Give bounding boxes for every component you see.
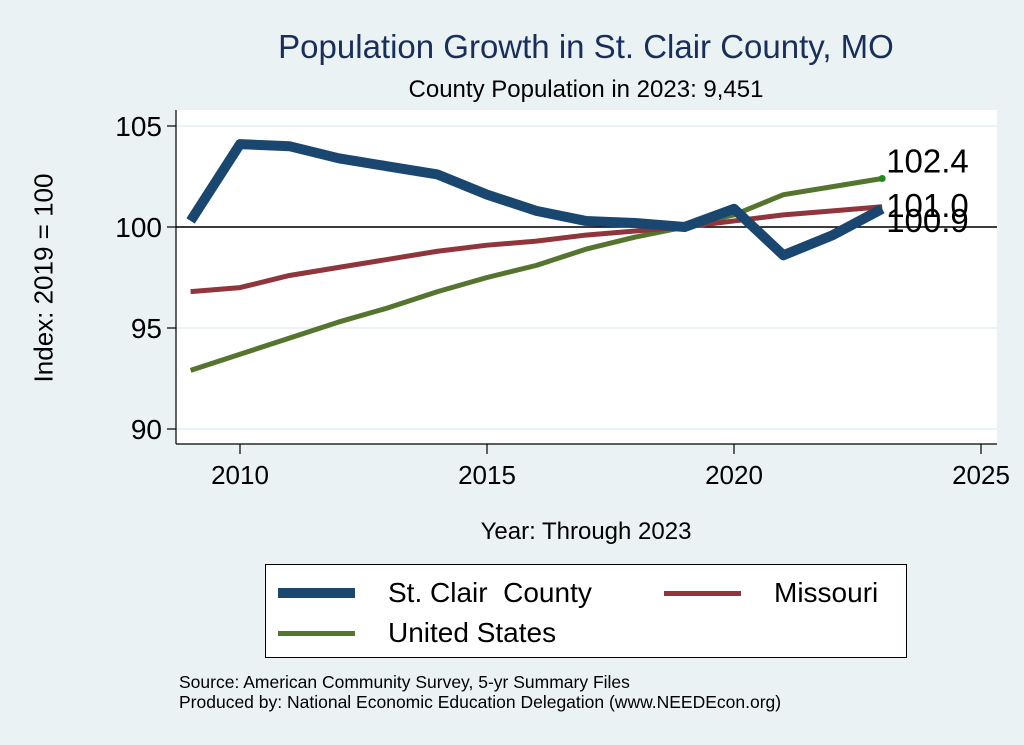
legend-swatch-us	[278, 630, 355, 636]
end-label-missouri: 101.0	[886, 187, 969, 224]
legend-item-us: United States	[278, 617, 556, 649]
chart-subtitle: County Population in 2023: 9,451	[408, 76, 764, 103]
end-label-county: 100.9	[886, 202, 969, 239]
legend-swatch-county	[278, 588, 355, 598]
x-tick-label: 2025	[952, 460, 1010, 490]
y-tick-label: 90	[131, 414, 162, 445]
end-label-us: 102.4	[886, 143, 969, 180]
x-tick-label: 2015	[458, 460, 516, 490]
legend-label-us: United States	[388, 617, 557, 648]
produced-by-note: Produced by: National Economic Education…	[179, 692, 782, 712]
y-axis-label: Index: 2019 = 100	[28, 173, 59, 383]
x-tick-label: 2010	[211, 460, 269, 490]
y-tick-label: 100	[115, 212, 162, 243]
series-missouri-line	[190, 204, 883, 295]
chart-title: Population Growth in St. Clair County, M…	[278, 28, 894, 65]
legend-label-county: St. Clair County	[388, 577, 592, 608]
source-note: Source: American Community Survey, 5-yr …	[179, 672, 630, 692]
legend: St. Clair County Missouri United States	[265, 564, 907, 658]
footer-notes: Source: American Community Survey, 5-yr …	[179, 672, 781, 712]
series-us-line	[189, 176, 883, 373]
y-tick-label: 105	[115, 111, 162, 142]
x-tick-label: 2020	[705, 460, 763, 490]
legend-item-missouri: Missouri	[664, 577, 878, 609]
legend-label-missouri: Missouri	[774, 577, 879, 608]
x-axis-label: Year: Through 2023	[480, 518, 692, 545]
legend-swatch-missouri	[664, 590, 741, 596]
series-county-line	[186, 139, 885, 261]
y-tick-label: 95	[131, 313, 162, 344]
us-end-marker	[878, 175, 886, 183]
plot-area	[176, 110, 997, 444]
legend-item-county: St. Clair County	[278, 577, 592, 609]
